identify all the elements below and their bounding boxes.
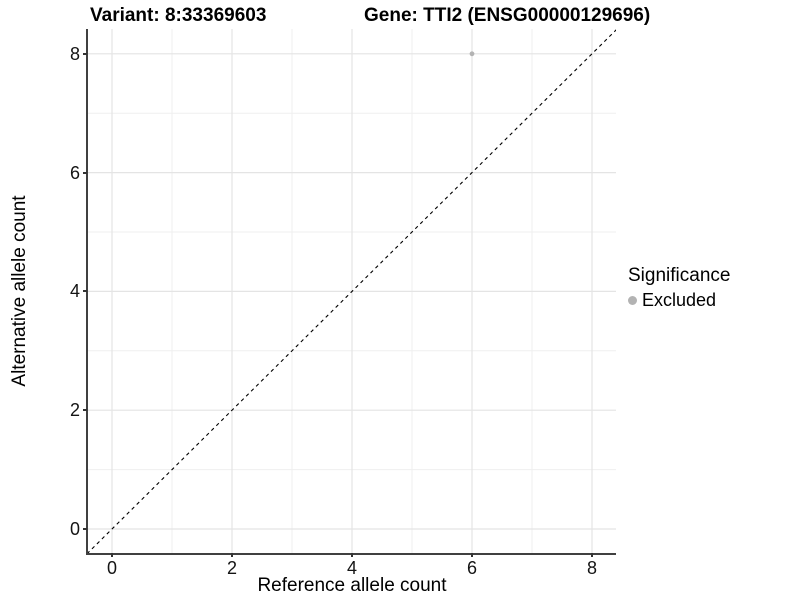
x-tick-mark [351, 553, 353, 557]
plot-title-gene: Gene: TTI2 (ENSG00000129696) [364, 5, 651, 26]
y-tick-label: 6 [69, 162, 80, 183]
plot-panel [88, 29, 616, 553]
y-tick-mark [83, 409, 87, 412]
legend-title: Significance [628, 265, 731, 286]
y-tick-label: 8 [69, 43, 80, 64]
plot-canvas [88, 29, 616, 553]
legend: Significance Excluded [628, 264, 730, 311]
x-tick-label: 6 [466, 558, 477, 578]
legend-key-circle-icon [628, 295, 637, 305]
y-tick-mark [83, 528, 87, 530]
x-tick-mark [591, 553, 593, 557]
x-tick-label: 2 [226, 558, 237, 578]
y-tick-mark [83, 290, 87, 293]
x-tick-mark [111, 553, 113, 557]
y-tick-label: 4 [69, 281, 80, 302]
x-tick-mark [231, 553, 233, 557]
plot-title-variant: Variant: 8:33369603 [90, 5, 267, 26]
legend-item: Excluded [628, 289, 730, 311]
y-axis-line [86, 29, 88, 555]
data-point [469, 51, 475, 57]
legend-item-label: Excluded [642, 290, 717, 310]
y-axis-title: Alternative allele count [9, 195, 30, 387]
y-tick-label: 0 [69, 519, 80, 539]
legend-items: Excluded [628, 289, 730, 311]
identity-reference-line [88, 29, 616, 553]
x-tick-mark [471, 553, 473, 557]
y-tick-mark [83, 52, 87, 55]
y-tick-mark [83, 171, 87, 174]
x-tick-label: 4 [346, 558, 357, 578]
y-tick-label: 2 [69, 400, 80, 421]
x-axis-title: Reference allele count [257, 575, 447, 596]
x-tick-label: 0 [106, 558, 117, 578]
x-tick-label: 8 [586, 558, 597, 578]
